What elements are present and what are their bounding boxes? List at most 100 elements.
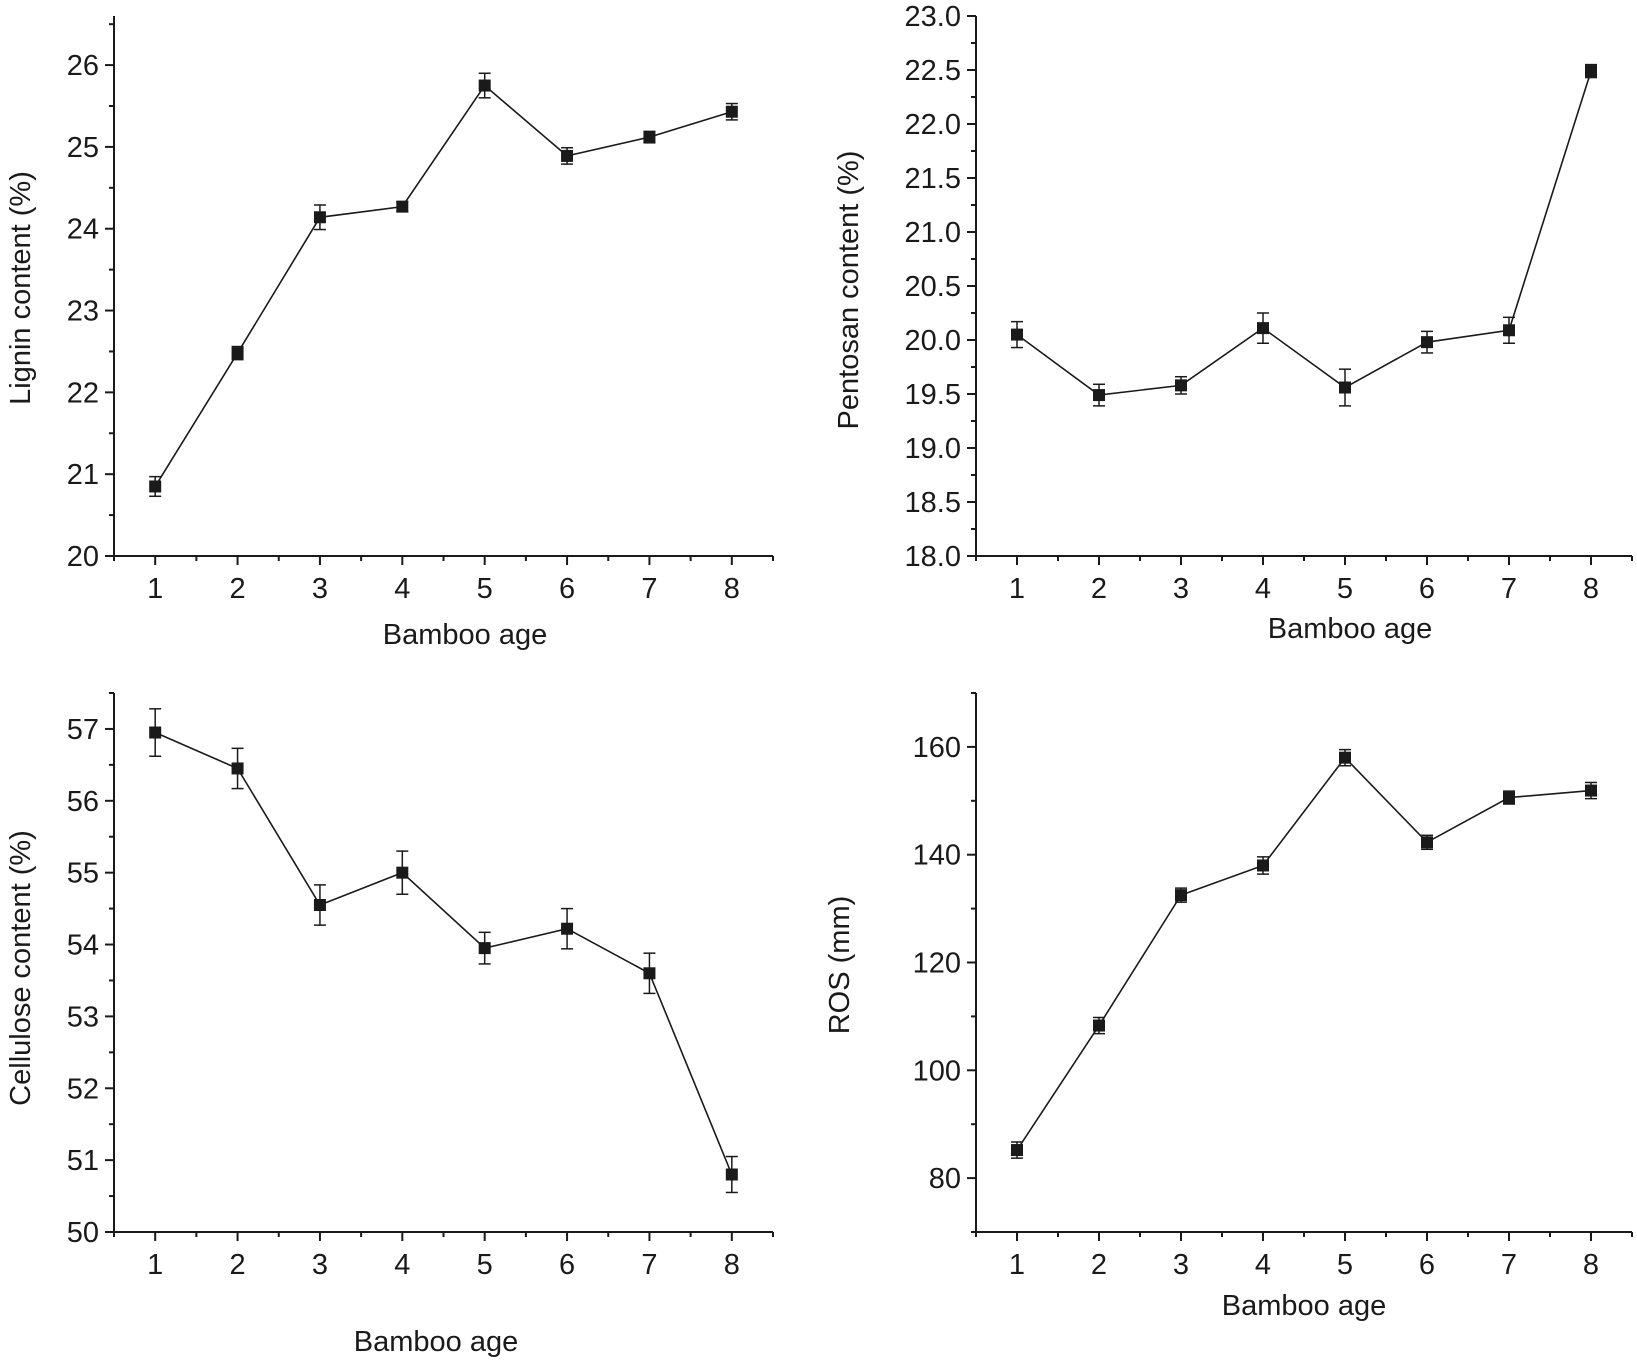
pentosan-x-tick-label: 1 [1009,573,1025,605]
pentosan-y-tick-label: 22.0 [905,109,961,141]
cellulose-series-line [154,731,733,1175]
lignin-x-tick-label: 6 [559,573,575,605]
cellulose-y-tick-label: 57 [67,714,99,746]
pentosan-data-point [1585,65,1597,78]
cellulose-x-tick-label: 6 [559,1249,575,1281]
lignin-data-point [231,347,244,360]
lignin-x-tick-label: 5 [477,573,493,605]
pentosan-x-tick-label: 5 [1337,573,1353,605]
lignin-data-point [149,480,162,493]
ros-x-tick-label: 1 [1009,1249,1025,1281]
pentosan-data-point [1257,322,1269,335]
pentosan-y-tick-label: 20.5 [905,271,961,303]
cellulose-data-point [643,967,656,980]
lignin-x-tick-label: 4 [394,573,410,605]
ros-x-tick-label: 6 [1419,1249,1435,1281]
cellulose-data-point [231,762,244,775]
cellulose-data-point [725,1168,738,1181]
ros-data-point [1257,859,1269,872]
pentosan-x-tick-label: 2 [1091,573,1107,605]
lignin-y-tick-label: 20 [67,541,99,573]
ros-marks [1011,748,1597,1159]
cellulose-x-tick-label: 7 [641,1249,657,1281]
ros-x-tick-label: 2 [1091,1249,1107,1281]
lignin-y-tick-label: 22 [67,377,99,409]
cellulose-data-point [149,726,162,739]
lignin-y-tick-label: 26 [67,50,99,82]
pentosan-y-tick-label: 22.5 [905,55,961,87]
ros-data-point [1011,1144,1023,1157]
pentosan-y-tick-label: 21.0 [905,217,961,249]
ros-data-point [1503,791,1515,804]
pentosan-axes: 18.0 18.5 19.0 19.5 20.0 20.5 21.0 21.5 22.0 22.5… [905,1,1633,605]
pentosan-x-tick-label: 7 [1501,573,1517,605]
ros-y-tick-label: 100 [913,1055,961,1087]
pentosan-x-tick-label: 8 [1583,573,1599,605]
ros-axes: 80 100 120 140 160 1 2 3 4 5 6 7 8 [913,692,1633,1281]
ros-y-axis-title: ROS (mm) [824,896,856,1035]
pentosan-data-point [1503,324,1515,337]
ros-y-tick-label: 80 [929,1163,961,1195]
pentosan-data-point [1421,336,1433,349]
lignin-y-tick-label: 21 [67,459,99,491]
ros-data-point [1339,751,1351,764]
cellulose-x-tick-label: 8 [724,1249,740,1281]
chart-panel-ros: 80 100 120 140 160 1 2 3 4 5 6 7 8 Bamboo age ROS (m… [824,692,1633,1322]
pentosan-data-point [1011,328,1023,341]
lignin-x-axis-title: Bamboo age [383,619,547,651]
ros-data-point [1093,1019,1105,1032]
lignin-y-axis-title: Lignin content (%) [5,171,37,405]
ros-x-tick-label: 7 [1501,1249,1517,1281]
cellulose-x-tick-label: 3 [312,1249,328,1281]
pentosan-y-tick-label: 19.0 [905,433,961,465]
pentosan-y-tick-label: 23.0 [905,1,961,33]
lignin-y-tick-label: 23 [67,296,99,328]
pentosan-data-point [1339,381,1351,394]
cellulose-y-axis-title: Cellulose content (%) [5,830,37,1106]
cellulose-data-point [561,922,574,935]
lignin-data-point [643,131,656,144]
pentosan-y-tick-label: 18.0 [905,541,961,573]
pentosan-y-axis-title: Pentosan content (%) [833,151,865,430]
lignin-y-tick-label: 24 [67,214,99,246]
ros-x-tick-label: 5 [1337,1249,1353,1281]
ros-x-tick-label: 3 [1173,1249,1189,1281]
cellulose-y-tick-label: 53 [67,1001,99,1033]
pentosan-series-line [1016,70,1592,396]
pentosan-data-point [1093,389,1105,402]
lignin-y-tick-label: 25 [67,132,99,164]
ros-data-point [1175,889,1187,902]
pentosan-x-tick-label: 4 [1255,573,1271,605]
cellulose-x-tick-label: 4 [394,1249,410,1281]
ros-y-tick-label: 140 [913,840,961,872]
cellulose-y-tick-label: 55 [67,858,99,890]
lignin-data-point [725,105,738,118]
cellulose-y-tick-label: 56 [67,786,99,818]
lignin-x-tick-label: 3 [312,573,328,605]
lignin-x-tick-label: 7 [641,573,657,605]
pentosan-x-tick-label: 6 [1419,573,1435,605]
cellulose-data-point [478,942,491,955]
cellulose-data-point [396,866,409,879]
ros-x-tick-label: 8 [1583,1249,1599,1281]
ros-y-tick-label: 160 [913,732,961,764]
pentosan-y-tick-label: 20.0 [905,325,961,357]
lignin-x-tick-label: 8 [724,573,740,605]
chart-panel-pentosan: 18.0 18.5 19.0 19.5 20.0 20.5 21.0 21.5 22.0 22.5… [833,1,1633,645]
ros-y-tick-label: 120 [913,948,961,980]
lignin-series-line [154,84,733,487]
ros-x-axis-title: Bamboo age [1222,1290,1386,1322]
lignin-marks [149,72,738,498]
cellulose-y-tick-label: 54 [67,930,99,962]
pentosan-y-tick-label: 18.5 [905,487,961,519]
cellulose-marks [149,708,738,1194]
cellulose-x-tick-label: 5 [477,1249,493,1281]
pentosan-y-tick-label: 19.5 [905,379,961,411]
pentosan-y-tick-label: 21.5 [905,163,961,195]
lignin-data-point [478,79,491,92]
ros-series-line [1016,756,1592,1151]
pentosan-marks [1011,63,1597,407]
